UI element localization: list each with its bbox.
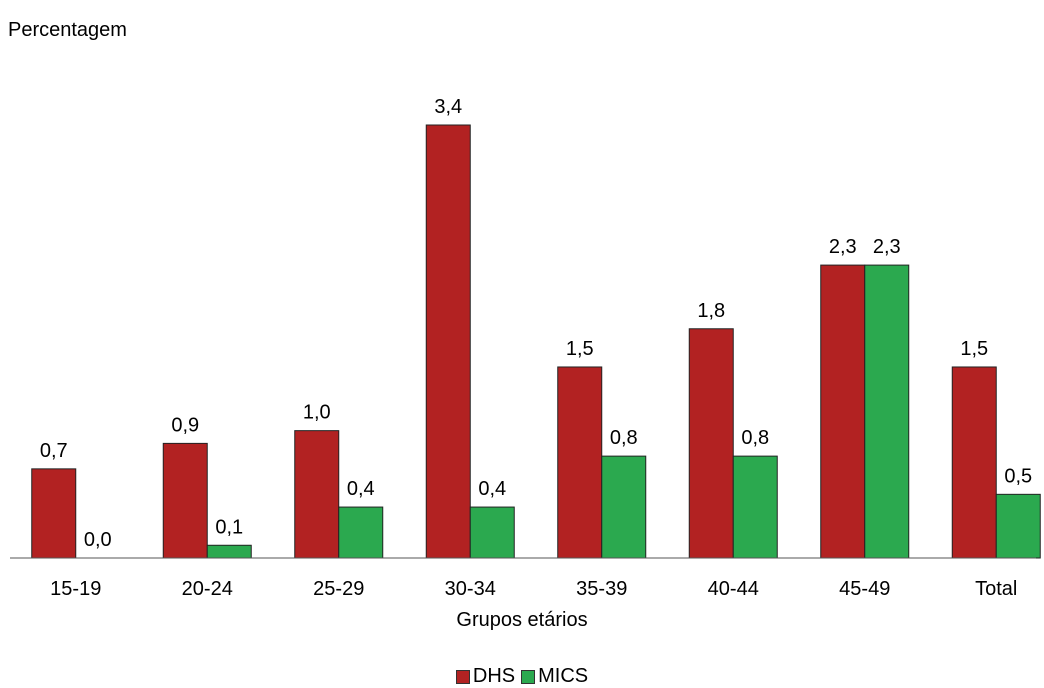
legend-item-mics: MICS	[521, 665, 588, 688]
data-label-mics-15-19: 0,0	[84, 529, 112, 551]
bar-dhs-40-44	[688, 328, 734, 559]
data-label-dhs-45-49: 2,3	[829, 236, 857, 258]
bar-mics-30-34	[469, 506, 515, 559]
x-tick-label: 45-49	[839, 578, 890, 600]
legend-item-dhs: DHS	[455, 665, 516, 688]
data-label-mics-40-44: 0,8	[741, 427, 769, 449]
x-tick-label: 25-29	[313, 578, 364, 600]
legend-swatch-dhs	[455, 669, 470, 684]
data-label-mics-total: 0,5	[1004, 465, 1032, 487]
bar-dhs-total	[951, 366, 997, 559]
x-tick-label: 15-19	[50, 578, 101, 600]
legend-swatch-mics	[521, 669, 536, 684]
data-label-dhs-40-44: 1,8	[697, 300, 725, 322]
data-label-mics-35-39: 0,8	[610, 427, 638, 449]
bar-dhs-35-39	[557, 366, 603, 559]
x-tick-label: 30-34	[445, 578, 496, 600]
x-tick-label: 35-39	[576, 578, 627, 600]
bar-dhs-30-34	[425, 124, 471, 559]
x-tick-label: Total	[975, 578, 1017, 600]
data-label-dhs-35-39: 1,5	[566, 338, 594, 360]
bar-mics-25-29	[338, 506, 384, 559]
data-label-dhs-20-24: 0,9	[171, 414, 199, 436]
legend-label-dhs: DHS	[472, 665, 516, 687]
bar-dhs-20-24	[162, 442, 208, 559]
bar-mics-20-24	[206, 544, 252, 559]
data-label-mics-20-24: 0,1	[215, 516, 243, 538]
x-tick-label: 40-44	[708, 578, 759, 600]
data-label-mics-45-49: 2,3	[873, 236, 901, 258]
bar-mics-45-49	[864, 264, 910, 559]
bar-dhs-25-29	[294, 430, 340, 559]
bar-mics-35-39	[601, 455, 647, 559]
data-label-dhs-30-34: 3,4	[434, 96, 462, 118]
x-axis-label: Grupos etários	[456, 609, 588, 631]
x-tick-label: 20-24	[182, 578, 233, 600]
data-label-dhs-total: 1,5	[960, 338, 988, 360]
y-axis-label: Percentagem	[8, 19, 127, 41]
bar-dhs-45-49	[820, 264, 866, 559]
bar-mics-total	[995, 493, 1041, 559]
data-label-dhs-25-29: 1,0	[303, 402, 331, 424]
bar-mics-40-44	[732, 455, 778, 559]
data-label-mics-25-29: 0,4	[347, 478, 375, 500]
legend-label-mics: MICS	[538, 665, 589, 687]
legend: DHS MICS	[0, 665, 1044, 688]
bar-dhs-15-19	[31, 468, 77, 559]
data-label-mics-30-34: 0,4	[478, 478, 506, 500]
data-label-dhs-15-19: 0,7	[40, 440, 68, 462]
